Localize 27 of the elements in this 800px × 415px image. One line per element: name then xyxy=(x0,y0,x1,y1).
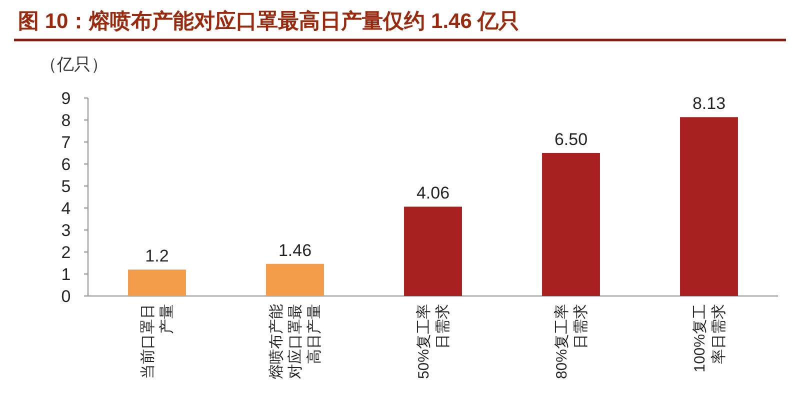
y-tick-label: 3 xyxy=(61,221,71,240)
y-tick-label: 2 xyxy=(61,243,71,262)
x-tick-label: 50%复工率日需求 xyxy=(416,304,452,380)
bar xyxy=(128,270,186,296)
bar xyxy=(680,117,738,296)
y-tick-label: 7 xyxy=(61,133,71,152)
x-tick-label: 80%复工率日需求 xyxy=(554,304,590,380)
x-tick-label: 熔喷布产能对应口罩最高日产量 xyxy=(268,304,323,379)
data-label: 6.50 xyxy=(554,130,588,149)
data-label: 4.06 xyxy=(416,184,450,203)
y-tick-label: 4 xyxy=(61,199,71,218)
x-tick-label: 100%复工率日需求 xyxy=(692,304,728,372)
bar xyxy=(266,264,324,296)
y-tick-label: 6 xyxy=(61,155,71,174)
y-tick-label: 8 xyxy=(61,111,71,130)
y-tick-label: 9 xyxy=(61,89,71,108)
y-tick-label: 5 xyxy=(61,177,71,196)
y-axis-title: （亿只） xyxy=(40,55,108,74)
bar xyxy=(542,153,600,296)
y-tick-label: 1 xyxy=(61,265,71,284)
x-tick-label: 当前口罩日产量 xyxy=(140,304,176,379)
data-label: 8.13 xyxy=(692,94,726,114)
bar xyxy=(404,206,462,296)
data-label: 1.2 xyxy=(145,246,169,266)
y-tick-label: 0 xyxy=(61,287,71,306)
data-label: 1.46 xyxy=(278,240,312,260)
chart-title: 图 10：熔喷布产能对应口罩最高日产量仅约 1.46 亿只 xyxy=(18,9,520,33)
